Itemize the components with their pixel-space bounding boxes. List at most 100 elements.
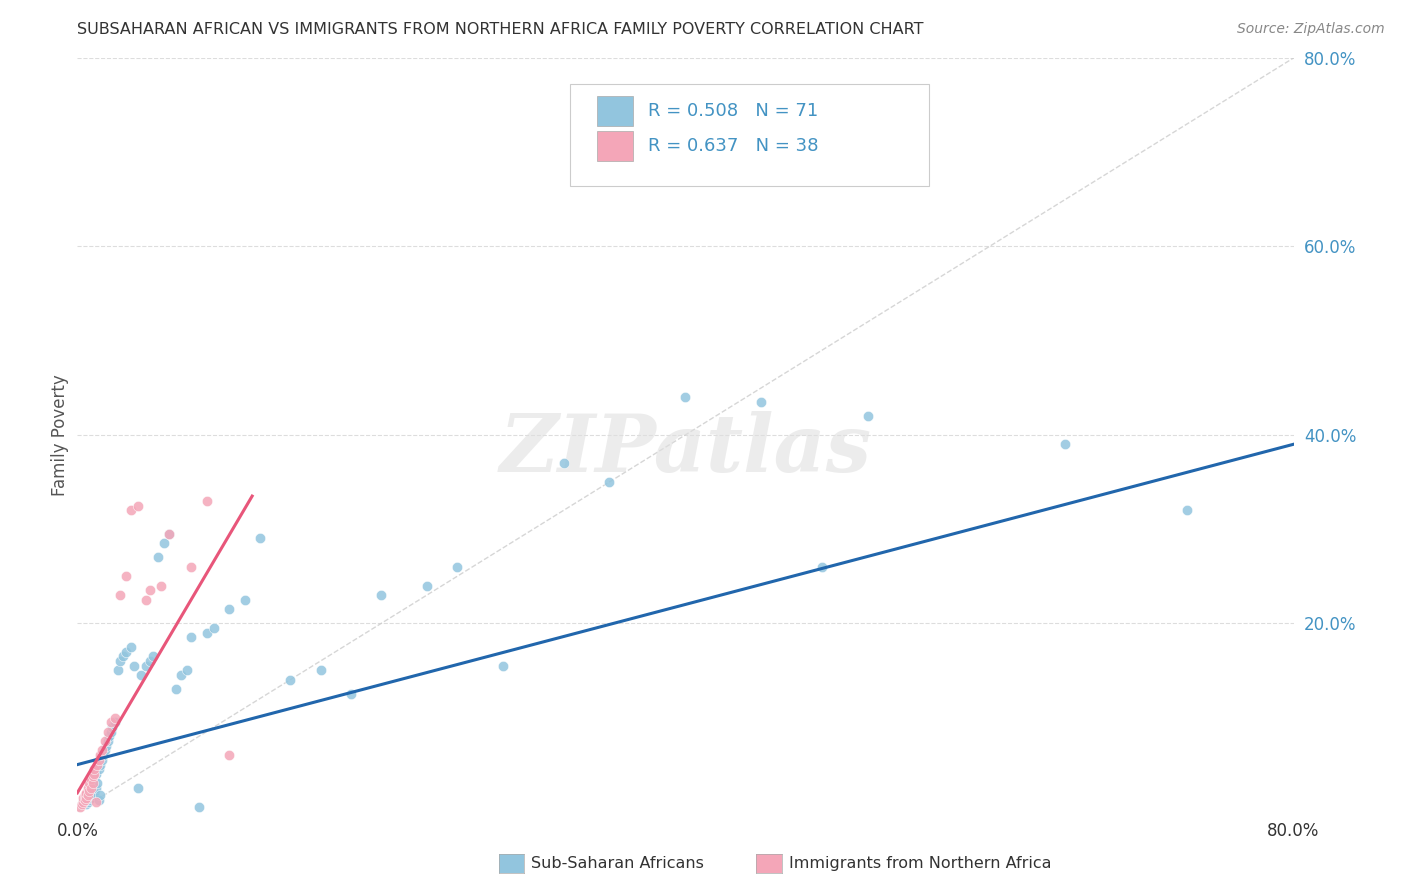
Point [98, 730, 121, 744]
Point [89, 748, 111, 763]
Point [82, 776, 104, 790]
Point [135, 658, 157, 673]
Point [82, 788, 104, 802]
Point [108, 654, 131, 668]
Point [79, 793, 101, 807]
Point [416, 579, 439, 593]
Point [83, 786, 105, 800]
FancyBboxPatch shape [596, 95, 633, 126]
Point [86, 776, 108, 790]
Point [70, 797, 93, 812]
Point [97, 734, 120, 748]
Point [127, 781, 149, 796]
Point [127, 499, 149, 513]
Point [83, 767, 105, 781]
Point [370, 588, 392, 602]
Point [115, 569, 138, 583]
Point [139, 583, 162, 598]
FancyBboxPatch shape [596, 131, 633, 161]
Point [96, 739, 118, 753]
Point [195, 493, 218, 508]
Point [90, 753, 112, 767]
Point [340, 687, 363, 701]
Point [218, 748, 240, 763]
Point [72, 795, 94, 809]
Point [598, 475, 620, 489]
Point [80, 781, 103, 796]
Point [553, 456, 575, 470]
Point [79, 784, 101, 798]
FancyBboxPatch shape [569, 85, 929, 186]
Point [278, 673, 301, 687]
Point [856, 409, 879, 423]
Point [180, 631, 202, 645]
Point [108, 588, 131, 602]
Text: SUBSAHARAN AFRICAN VS IMMIGRANTS FROM NORTHERN AFRICA FAMILY POVERTY CORRELATION: SUBSAHARAN AFRICAN VS IMMIGRANTS FROM NO… [77, 22, 924, 37]
Point [89, 757, 111, 772]
Text: Source: ZipAtlas.com: Source: ZipAtlas.com [1237, 22, 1385, 37]
Y-axis label: Family Poverty: Family Poverty [51, 374, 69, 496]
Point [87, 753, 110, 767]
Point [1175, 503, 1198, 517]
Point [97, 724, 120, 739]
Point [129, 668, 152, 682]
Point [120, 503, 142, 517]
Point [91, 748, 114, 763]
Point [87, 762, 110, 776]
Point [75, 788, 97, 802]
Text: R = 0.637   N = 38: R = 0.637 N = 38 [648, 137, 818, 155]
Point [176, 664, 198, 678]
Point [233, 592, 256, 607]
Point [73, 793, 96, 807]
Point [72, 795, 94, 809]
Point [70, 797, 93, 812]
Point [73, 793, 96, 807]
Point [93, 734, 115, 748]
Point [72, 790, 94, 805]
Point [80, 772, 103, 786]
Point [84, 781, 107, 796]
Point [75, 790, 97, 805]
Point [157, 526, 180, 541]
Point [93, 743, 115, 757]
Point [100, 724, 122, 739]
Point [77, 781, 100, 796]
Point [675, 390, 697, 404]
Point [122, 658, 145, 673]
Point [165, 682, 187, 697]
Point [79, 776, 101, 790]
Point [77, 788, 100, 802]
Text: R = 0.508   N = 71: R = 0.508 N = 71 [648, 102, 818, 120]
Point [80, 784, 103, 798]
Point [146, 550, 169, 565]
Point [188, 800, 211, 814]
Point [202, 621, 225, 635]
Point [77, 786, 100, 800]
Point [75, 786, 97, 800]
Point [77, 795, 100, 809]
Point [86, 757, 108, 772]
Point [100, 715, 122, 730]
Point [82, 769, 104, 783]
Point [309, 664, 332, 678]
Point [101, 720, 124, 734]
Point [153, 536, 176, 550]
Point [82, 776, 104, 790]
Point [104, 715, 127, 730]
Point [107, 664, 129, 678]
Point [90, 743, 112, 757]
Point [170, 668, 193, 682]
Point [157, 526, 180, 541]
Point [139, 654, 162, 668]
Point [218, 602, 240, 616]
Point [89, 788, 111, 802]
Point [73, 788, 96, 802]
Point [73, 790, 96, 805]
Point [79, 781, 101, 796]
Point [142, 649, 165, 664]
Point [84, 767, 107, 781]
Point [80, 790, 103, 805]
Point [83, 762, 105, 776]
Point [751, 395, 773, 409]
Point [446, 559, 468, 574]
